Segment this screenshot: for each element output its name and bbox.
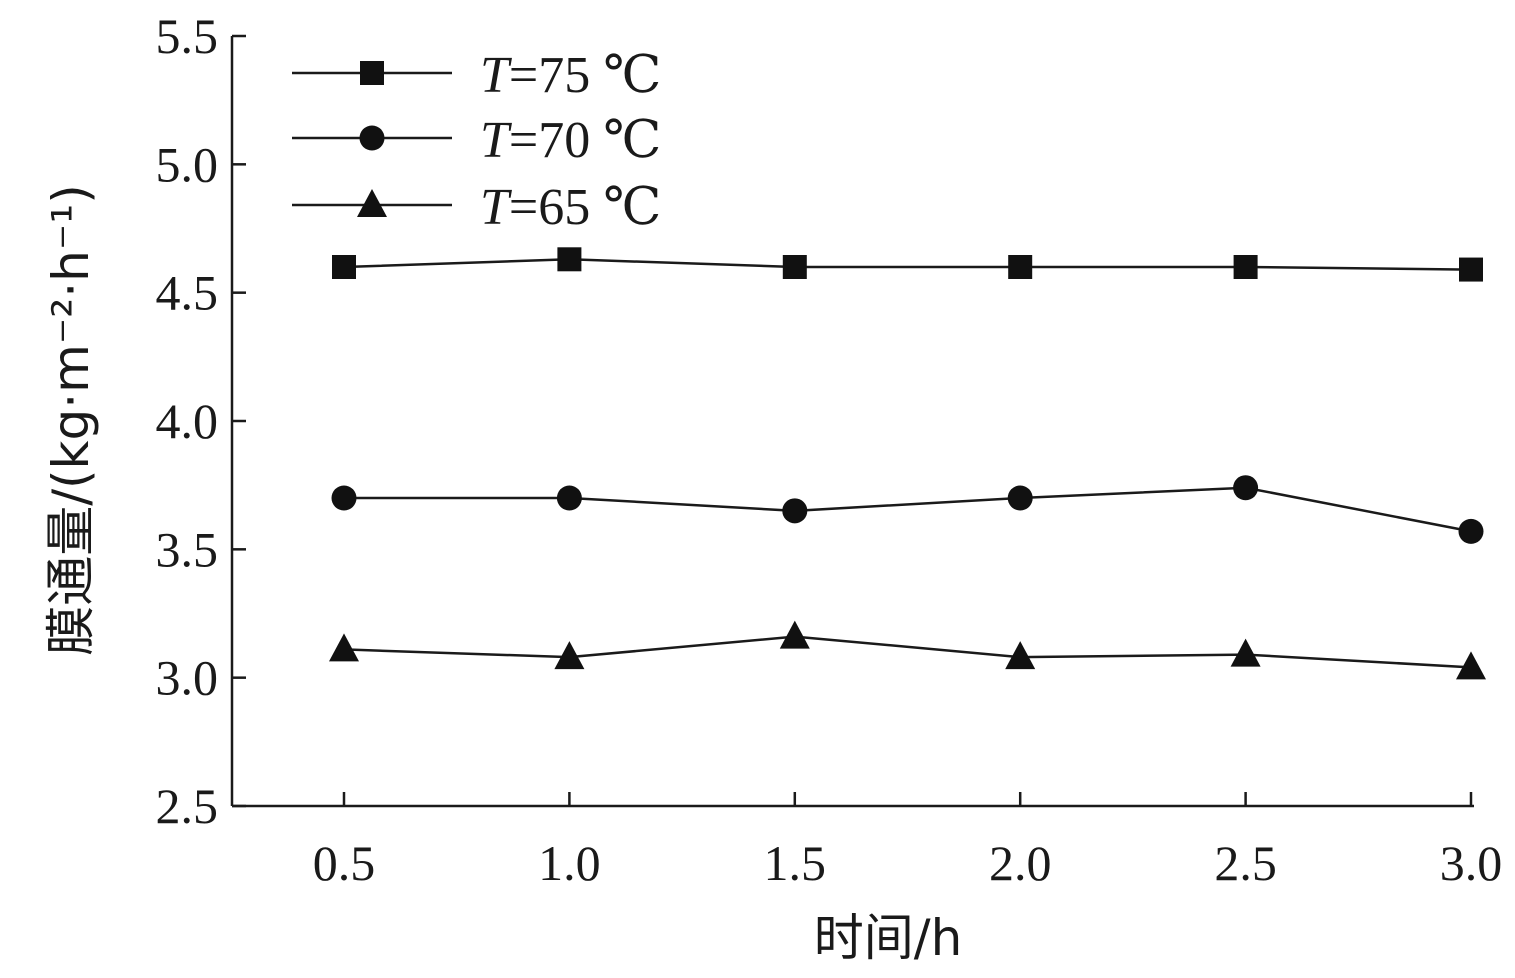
x-tick-label: 2.5 <box>1214 835 1277 891</box>
x-tick-label: 1.0 <box>538 835 601 891</box>
series-triangle <box>329 620 1486 680</box>
data-point <box>1005 641 1036 670</box>
legend-marker <box>357 189 387 217</box>
x-tick-label: 2.0 <box>989 835 1052 891</box>
data-point <box>1008 255 1033 279</box>
x-axis-title: 时间/h <box>814 909 963 967</box>
series-circle <box>331 475 1484 544</box>
y-ticks: 2.5 3.0 3.5 4.0 4.5 5.0 5.5 <box>156 8 246 834</box>
data-point <box>1459 257 1483 282</box>
data-point <box>1233 255 1258 279</box>
series-square <box>332 247 1483 282</box>
y-tick-label: 4.5 <box>156 265 219 321</box>
data-point <box>1007 485 1033 511</box>
data-point <box>1233 475 1259 501</box>
legend-marker <box>359 125 385 151</box>
x-tick-label: 1.5 <box>764 835 827 891</box>
data-point <box>1230 638 1261 667</box>
y-tick-label: 2.5 <box>156 778 219 834</box>
x-tick-label: 0.5 <box>313 835 376 891</box>
series-line <box>343 635 1472 669</box>
legend-label: T=65 ℃ <box>480 179 661 236</box>
data-point <box>782 498 808 524</box>
y-tick-label: 3.5 <box>156 521 219 577</box>
series-line <box>344 486 1472 533</box>
data-point <box>554 641 585 670</box>
y-axis-title: 膜通量/(kg·m⁻²·h⁻¹) <box>42 184 100 656</box>
data-point <box>557 247 582 272</box>
data-point <box>1458 518 1484 544</box>
series-group <box>329 247 1486 680</box>
legend: T=75 ℃ T=70 ℃ T=65 ℃ <box>292 47 661 236</box>
legend-item: T=65 ℃ <box>292 179 661 236</box>
data-point <box>782 255 807 279</box>
y-tick-label: 3.0 <box>156 650 219 706</box>
data-point <box>331 485 357 511</box>
y-tick-label: 5.5 <box>156 8 219 64</box>
data-point <box>1456 651 1486 680</box>
x-tick-label: 3.0 <box>1440 835 1503 891</box>
legend-label: T=75 ℃ <box>480 47 661 104</box>
y-tick-label: 5.0 <box>156 136 219 192</box>
y-tick-label: 4.0 <box>156 393 219 449</box>
x-ticks: 0.5 1.0 1.5 2.0 2.5 3.0 <box>313 792 1503 891</box>
legend-item: T=70 ℃ <box>292 112 661 169</box>
legend-label: T=70 ℃ <box>480 112 661 169</box>
data-point <box>556 485 582 511</box>
axes <box>230 36 1474 808</box>
data-point <box>779 620 810 649</box>
series-line <box>343 258 1472 271</box>
data-point <box>329 633 359 662</box>
legend-item: T=75 ℃ <box>292 47 661 104</box>
legend-marker <box>360 61 384 85</box>
data-point <box>332 255 356 279</box>
